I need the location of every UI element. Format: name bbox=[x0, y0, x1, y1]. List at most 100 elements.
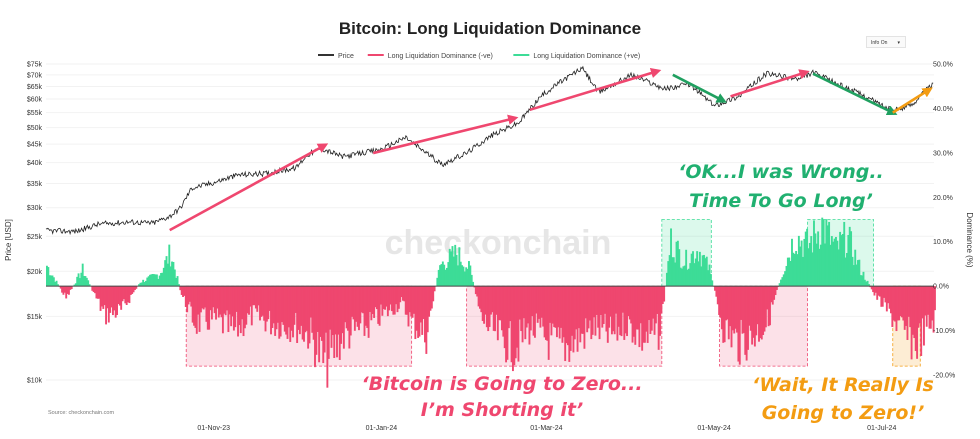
dominance-bar bbox=[601, 286, 604, 328]
dominance-bar bbox=[283, 286, 286, 332]
dominance-bar bbox=[689, 263, 692, 287]
dominance-bar bbox=[670, 228, 672, 287]
dominance-bar bbox=[180, 286, 183, 295]
dominance-bar bbox=[736, 286, 738, 333]
dominance-bar bbox=[235, 286, 238, 312]
dominance-bar bbox=[158, 275, 161, 287]
dominance-bar bbox=[564, 286, 567, 362]
dominance-bar bbox=[705, 256, 708, 287]
dominance-bar bbox=[411, 286, 414, 318]
dominance-bar bbox=[404, 286, 407, 315]
dominance-bar bbox=[590, 286, 593, 340]
dominance-bar bbox=[424, 286, 426, 343]
dominance-bar bbox=[303, 286, 305, 342]
y-right-tick-label: 30.0% bbox=[933, 150, 953, 157]
dominance-bar bbox=[219, 286, 222, 315]
dominance-bar bbox=[549, 286, 552, 323]
y-left-tick-label: $55k bbox=[27, 110, 43, 117]
dominance-bar bbox=[473, 286, 476, 288]
dominance-bar bbox=[230, 286, 233, 327]
dominance-bar bbox=[854, 249, 857, 287]
dominance-bar bbox=[511, 286, 514, 372]
dominance-bar bbox=[267, 286, 270, 320]
dominance-bar bbox=[591, 286, 594, 335]
dominance-bar bbox=[451, 246, 454, 287]
dominance-bar bbox=[521, 286, 524, 343]
dominance-bar bbox=[616, 286, 619, 341]
info-dropdown[interactable]: Info On ▾ bbox=[866, 36, 906, 48]
dominance-bar bbox=[470, 274, 473, 287]
dominance-bar bbox=[890, 286, 892, 314]
dominance-bar bbox=[316, 286, 319, 332]
dominance-bar bbox=[56, 284, 59, 287]
dominance-bar bbox=[50, 275, 53, 287]
dominance-bar bbox=[395, 286, 398, 305]
dominance-bar bbox=[140, 282, 143, 287]
dominance-bar bbox=[396, 286, 399, 313]
dominance-bar bbox=[226, 286, 228, 311]
dominance-bar bbox=[268, 286, 271, 311]
dominance-bar bbox=[227, 286, 230, 333]
dominance-bar bbox=[621, 286, 624, 313]
dominance-bar bbox=[612, 286, 615, 332]
dominance-bars bbox=[46, 217, 936, 388]
dominance-bar bbox=[160, 272, 162, 287]
dominance-bar bbox=[907, 286, 910, 317]
dominance-bar bbox=[660, 286, 663, 314]
dominance-bar bbox=[263, 286, 266, 321]
dominance-bar bbox=[810, 236, 813, 287]
dominance-bar bbox=[397, 286, 400, 309]
dominance-bar bbox=[149, 274, 151, 287]
dominance-bar bbox=[896, 286, 899, 321]
dominance-bar bbox=[807, 248, 810, 287]
dominance-bar bbox=[329, 286, 332, 330]
dominance-bar bbox=[881, 286, 884, 307]
dominance-bar bbox=[652, 286, 655, 319]
y-right-tick-label: 20.0% bbox=[933, 195, 953, 202]
trend-arrow-5 bbox=[812, 72, 898, 116]
dominance-bar bbox=[528, 286, 531, 345]
dominance-bar bbox=[455, 254, 458, 287]
dominance-bar bbox=[418, 286, 421, 337]
dominance-bar bbox=[100, 286, 103, 307]
dominance-bar bbox=[138, 284, 140, 287]
dominance-bar bbox=[461, 265, 464, 287]
dominance-bar bbox=[496, 286, 499, 341]
dominance-bar bbox=[294, 286, 297, 313]
dominance-bar bbox=[62, 286, 65, 295]
dominance-bar bbox=[348, 286, 351, 349]
dominance-bar bbox=[341, 286, 344, 334]
dominance-bar bbox=[95, 286, 98, 299]
dominance-bar bbox=[634, 286, 637, 345]
dominance-bar bbox=[729, 286, 732, 327]
legend: Price Long Liquidation Dominance (-ve) Lon… bbox=[318, 53, 640, 60]
dominance-bar bbox=[741, 286, 744, 334]
dominance-bar bbox=[520, 286, 523, 332]
dominance-bar bbox=[191, 286, 194, 323]
dominance-bar bbox=[221, 286, 224, 334]
dominance-bar bbox=[773, 286, 776, 300]
dominance-bar bbox=[609, 286, 612, 317]
dominance-bar bbox=[829, 244, 832, 287]
dominance-bar bbox=[414, 286, 417, 340]
dominance-bar bbox=[345, 286, 348, 329]
dominance-bar bbox=[463, 271, 466, 287]
dominance-bar bbox=[505, 286, 508, 363]
dominance-bar bbox=[817, 231, 820, 287]
dominance-bar bbox=[281, 286, 283, 323]
dominance-bar bbox=[476, 286, 479, 297]
dominance-bar bbox=[488, 286, 491, 327]
dominance-bar bbox=[457, 265, 459, 287]
dominance-bar bbox=[184, 286, 187, 307]
dominance-bar bbox=[642, 286, 645, 343]
dominance-bar bbox=[349, 286, 352, 336]
dominance-bar bbox=[355, 286, 358, 322]
dominance-bar bbox=[362, 286, 365, 314]
dominance-bar bbox=[110, 286, 113, 308]
dominance-bar bbox=[483, 286, 486, 324]
dominance-bar bbox=[146, 277, 149, 287]
dominance-bar bbox=[619, 286, 622, 336]
dominance-bar bbox=[337, 286, 340, 335]
dominance-bar bbox=[485, 286, 488, 328]
